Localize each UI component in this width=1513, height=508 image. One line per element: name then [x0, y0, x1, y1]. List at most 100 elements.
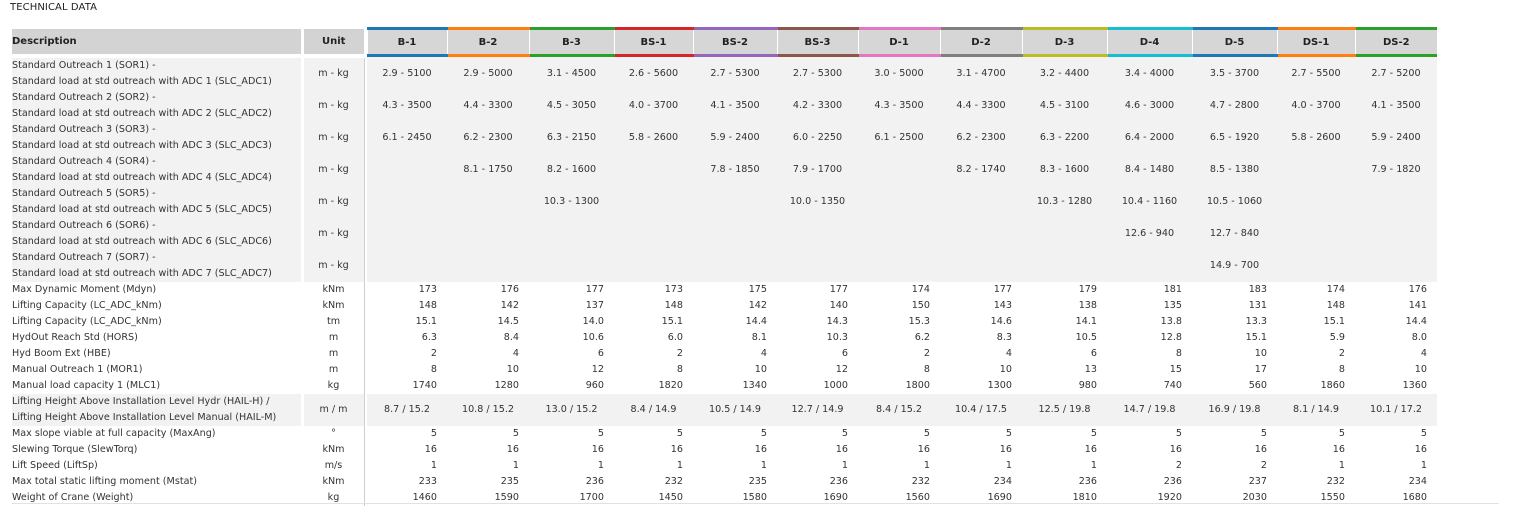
value-cell: 176: [1408, 284, 1427, 295]
value-cell: 1: [1090, 460, 1097, 471]
value-cell: [1277, 153, 1355, 186]
value-cell: 1460: [412, 492, 437, 503]
value-cell: [1022, 217, 1107, 250]
value-cell: 2.7 - 5200: [1355, 55, 1437, 90]
value-cell: 6.3 - 2200: [1022, 121, 1107, 154]
row-unit: kg: [300, 377, 364, 394]
description-line: Standard load at std outreach with ADC 6…: [12, 235, 272, 247]
value-cell: 142: [500, 300, 519, 311]
row-description: Hyd Boom Ext (HBE): [12, 346, 302, 362]
model-header-d-1: D-1: [857, 27, 940, 57]
description-line: Standard load at std outreach with ADC 1…: [12, 75, 272, 87]
table-row: Lifting Capacity (LC_ADC_kNm) kNm 148 142 13…: [12, 297, 1437, 314]
row-unit: °: [300, 425, 364, 442]
value-cell: 1560: [905, 492, 930, 503]
value-cell: 15.1: [1323, 316, 1345, 327]
value-cell: 236: [829, 476, 848, 487]
description-line: Standard Outreach 3 (SOR3) -: [12, 123, 156, 135]
value-cell: [367, 153, 447, 186]
value-cell: 1680: [1402, 492, 1427, 503]
value-cell: [447, 217, 529, 250]
description-line: Slewing Torque (SlewTorq): [12, 443, 138, 455]
value-cell: [614, 217, 693, 250]
value-cell: 1700: [579, 492, 604, 503]
value-cell: 1: [676, 460, 683, 471]
value-cell: [940, 217, 1022, 250]
value-cell: [693, 217, 777, 250]
value-cell: 232: [664, 476, 683, 487]
value-cell: [1022, 249, 1107, 282]
value-cell: 3.2 - 4400: [1022, 55, 1107, 90]
value-cell: 6.0: [667, 332, 683, 343]
value-cell: 740: [1163, 380, 1182, 391]
value-cell: 6.1 - 2500: [858, 121, 940, 154]
value-cell: 1360: [1402, 380, 1427, 391]
value-cell: [447, 185, 529, 218]
value-cell: 3.5 - 3700: [1192, 55, 1277, 90]
column-separator: [363, 377, 367, 394]
value-cell: 5: [1175, 428, 1182, 439]
value-cell: 2.9 - 5100: [367, 55, 447, 90]
description-line: Standard Outreach 5 (SOR5) -: [12, 187, 156, 199]
row-description: Max total static lifting moment (Mstat): [12, 474, 302, 490]
value-cell: 13.0 / 15.2: [529, 393, 614, 426]
table-body: Standard Outreach 1 (SOR1) - Standard loa…: [12, 55, 1437, 506]
value-cell: 5: [760, 428, 767, 439]
value-cell: 2: [1175, 460, 1182, 471]
header-row: Description Unit B-1 B-2 B-3 BS-1 BS-2 BS-3 D-…: [12, 27, 1437, 58]
value-cell: 3.4 - 4000: [1107, 55, 1192, 90]
value-cell: 8.0: [1411, 332, 1427, 343]
value-cell: 1920: [1157, 492, 1182, 503]
row-description: Lifting Height Above Installation Level …: [12, 393, 302, 426]
value-cell: 5: [923, 428, 930, 439]
value-cell: 3.1 - 4700: [940, 55, 1022, 90]
row-description: Standard Outreach 6 (SOR6) - Standard loa…: [12, 217, 302, 250]
column-separator: [363, 457, 367, 474]
value-cell: [858, 249, 940, 282]
row-unit: m - kg: [300, 153, 364, 186]
column-separator: [363, 297, 367, 314]
model-header-b-1: B-1: [366, 27, 447, 57]
column-separator: [363, 121, 367, 154]
row-unit: tm: [300, 313, 364, 330]
value-cell: 236: [1078, 476, 1097, 487]
value-cell: 12: [591, 364, 604, 375]
value-cell: [529, 217, 614, 250]
value-cell: 14.3: [826, 316, 848, 327]
value-cell: 1860: [1320, 380, 1345, 391]
value-cell: 140: [829, 300, 848, 311]
column-separator: [363, 313, 367, 330]
value-cell: 4: [760, 348, 767, 359]
column-separator: [363, 153, 367, 186]
model-header-b-2: B-2: [446, 27, 529, 57]
value-cell: 12.7 - 840: [1192, 217, 1277, 250]
value-cell: 8: [1175, 348, 1182, 359]
value-cell: 10.4 / 17.5: [940, 393, 1022, 426]
value-cell: 4.0 - 3700: [614, 89, 693, 122]
row-description: Manual Outreach 1 (MOR1): [12, 362, 302, 378]
row-description: HydOut Reach Std (HORS): [12, 330, 302, 346]
row-unit: kNm: [300, 473, 364, 490]
table-row: Hyd Boom Ext (HBE) m 2 4 6 2 4 6 2 4 6 8 10 2 4: [12, 345, 1437, 362]
value-cell: 4.3 - 3500: [367, 89, 447, 122]
value-cell: 1: [923, 460, 930, 471]
description-line: Hyd Boom Ext (HBE): [12, 347, 111, 359]
row-unit: m - kg: [300, 217, 364, 250]
value-cell: 6: [597, 348, 604, 359]
value-cell: 16: [754, 444, 767, 455]
value-cell: [367, 249, 447, 282]
value-cell: [1277, 185, 1355, 218]
value-cell: 8.4 / 14.9: [614, 393, 693, 426]
table-row: Manual load capacity 1 (MLC1) kg 1740 1280 9…: [12, 377, 1437, 394]
value-cell: 6.2 - 2300: [447, 121, 529, 154]
value-cell: 980: [1078, 380, 1097, 391]
value-cell: 10.3 - 1300: [529, 185, 614, 218]
value-cell: 16: [591, 444, 604, 455]
value-cell: 6.4 - 2000: [1107, 121, 1192, 154]
value-cell: 175: [748, 284, 767, 295]
value-cell: 10.3: [826, 332, 848, 343]
value-cell: 1300: [987, 380, 1012, 391]
value-cell: 15.1: [661, 316, 683, 327]
value-cell: 2030: [1242, 492, 1267, 503]
description-line: Lifting Capacity (LC_ADC_kNm): [12, 315, 162, 327]
